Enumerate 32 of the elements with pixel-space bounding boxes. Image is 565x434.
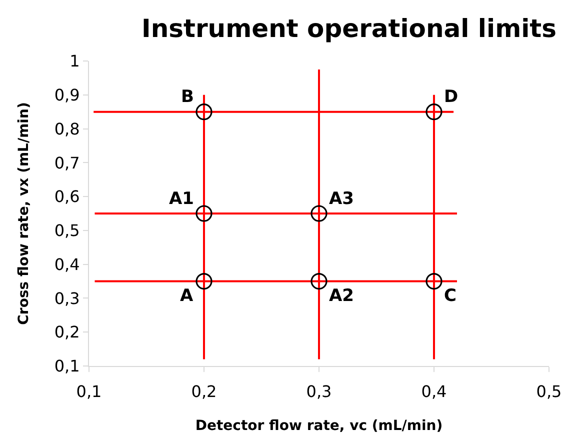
annotation: C [444, 286, 456, 306]
chart-title: Instrument operational limits [142, 14, 557, 43]
x-tick-label: 0,4 [421, 382, 447, 402]
x-tick-label: 0,2 [191, 382, 217, 402]
y-tick-label: 0,8 [54, 119, 80, 138]
point [426, 272, 442, 290]
x-axis-title: Detector flow rate, vc (mL/min) [195, 418, 443, 434]
point [426, 104, 442, 120]
point [196, 104, 212, 120]
y-tick-label: 0,5 [54, 221, 80, 240]
point [196, 205, 212, 222]
annotation: D [444, 87, 458, 107]
y-tick-label: 0,3 [54, 288, 80, 308]
y-tick-label: 0,6 [54, 187, 80, 206]
x-tick-label: 0,1 [76, 382, 102, 402]
point [196, 272, 212, 290]
annotation: A [180, 286, 194, 306]
point [310, 205, 328, 222]
point [310, 272, 328, 290]
y-tick-label: 0,2 [54, 322, 80, 342]
y-axis-title: Cross flow rate, vx (mL/min) [16, 102, 32, 325]
annotation: A3 [329, 189, 354, 209]
y-tick-label: 0,4 [54, 254, 80, 274]
x-tick-label: 0,3 [306, 382, 332, 402]
y-tick-label: 0,9 [54, 85, 80, 104]
y-tick-label: 1 [70, 52, 80, 71]
annotation: A1 [169, 189, 194, 209]
x-tick-label: 0,5 [536, 382, 562, 402]
annotation: B [181, 87, 194, 107]
y-tick-label: 0,1 [54, 356, 80, 376]
annotation: A2 [329, 286, 354, 306]
y-tick-label: 0,7 [54, 153, 80, 172]
